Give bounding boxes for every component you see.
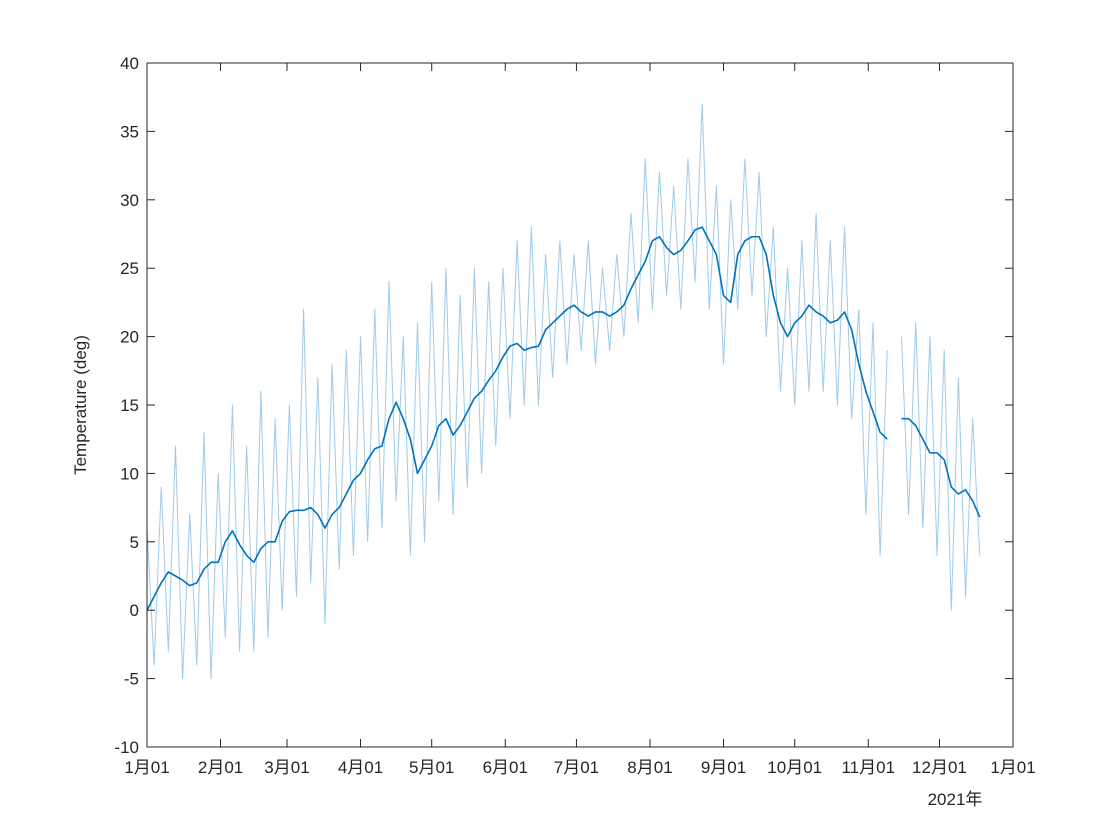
data-line [900,322,981,611]
y-axis-label: Temperature (deg) [71,335,90,475]
y-tick-label: 20 [120,328,139,347]
y-tick-label: 35 [120,122,139,141]
y-tick-label: 30 [120,191,139,210]
y-tick-label: 10 [120,464,139,483]
y-tick-label: 25 [120,259,139,278]
y-tick-label: 5 [130,533,139,552]
x-tick-label: 8月01 [627,758,672,777]
x-tick-label: 4月01 [338,758,383,777]
x-tick-label: 10月01 [767,758,822,777]
data-line [146,226,888,611]
x-secondary-label: 2021年 [928,790,983,809]
x-tick-label: 5月01 [409,758,454,777]
data-line [901,417,981,518]
x-tick-label: 11月01 [841,758,895,777]
x-tick-label: 9月01 [701,758,746,777]
x-tick-label: 1月01 [990,758,1035,777]
x-tick-label: 2月01 [198,758,243,777]
y-tick-label: 0 [130,601,139,620]
x-tick-label: 12月01 [912,758,967,777]
plot-frame [146,62,1014,748]
x-tick-label: 7月01 [554,758,599,777]
y-tick-label: -5 [124,670,139,689]
y-tick-label: 40 [120,54,139,73]
x-tick-label: 3月01 [264,758,309,777]
y-tick-label: 15 [120,396,139,415]
x-tick-label: 6月01 [483,758,528,777]
x-tick-label: 1月01 [124,758,169,777]
y-tick-label: -10 [114,738,139,757]
data-line [146,103,888,680]
